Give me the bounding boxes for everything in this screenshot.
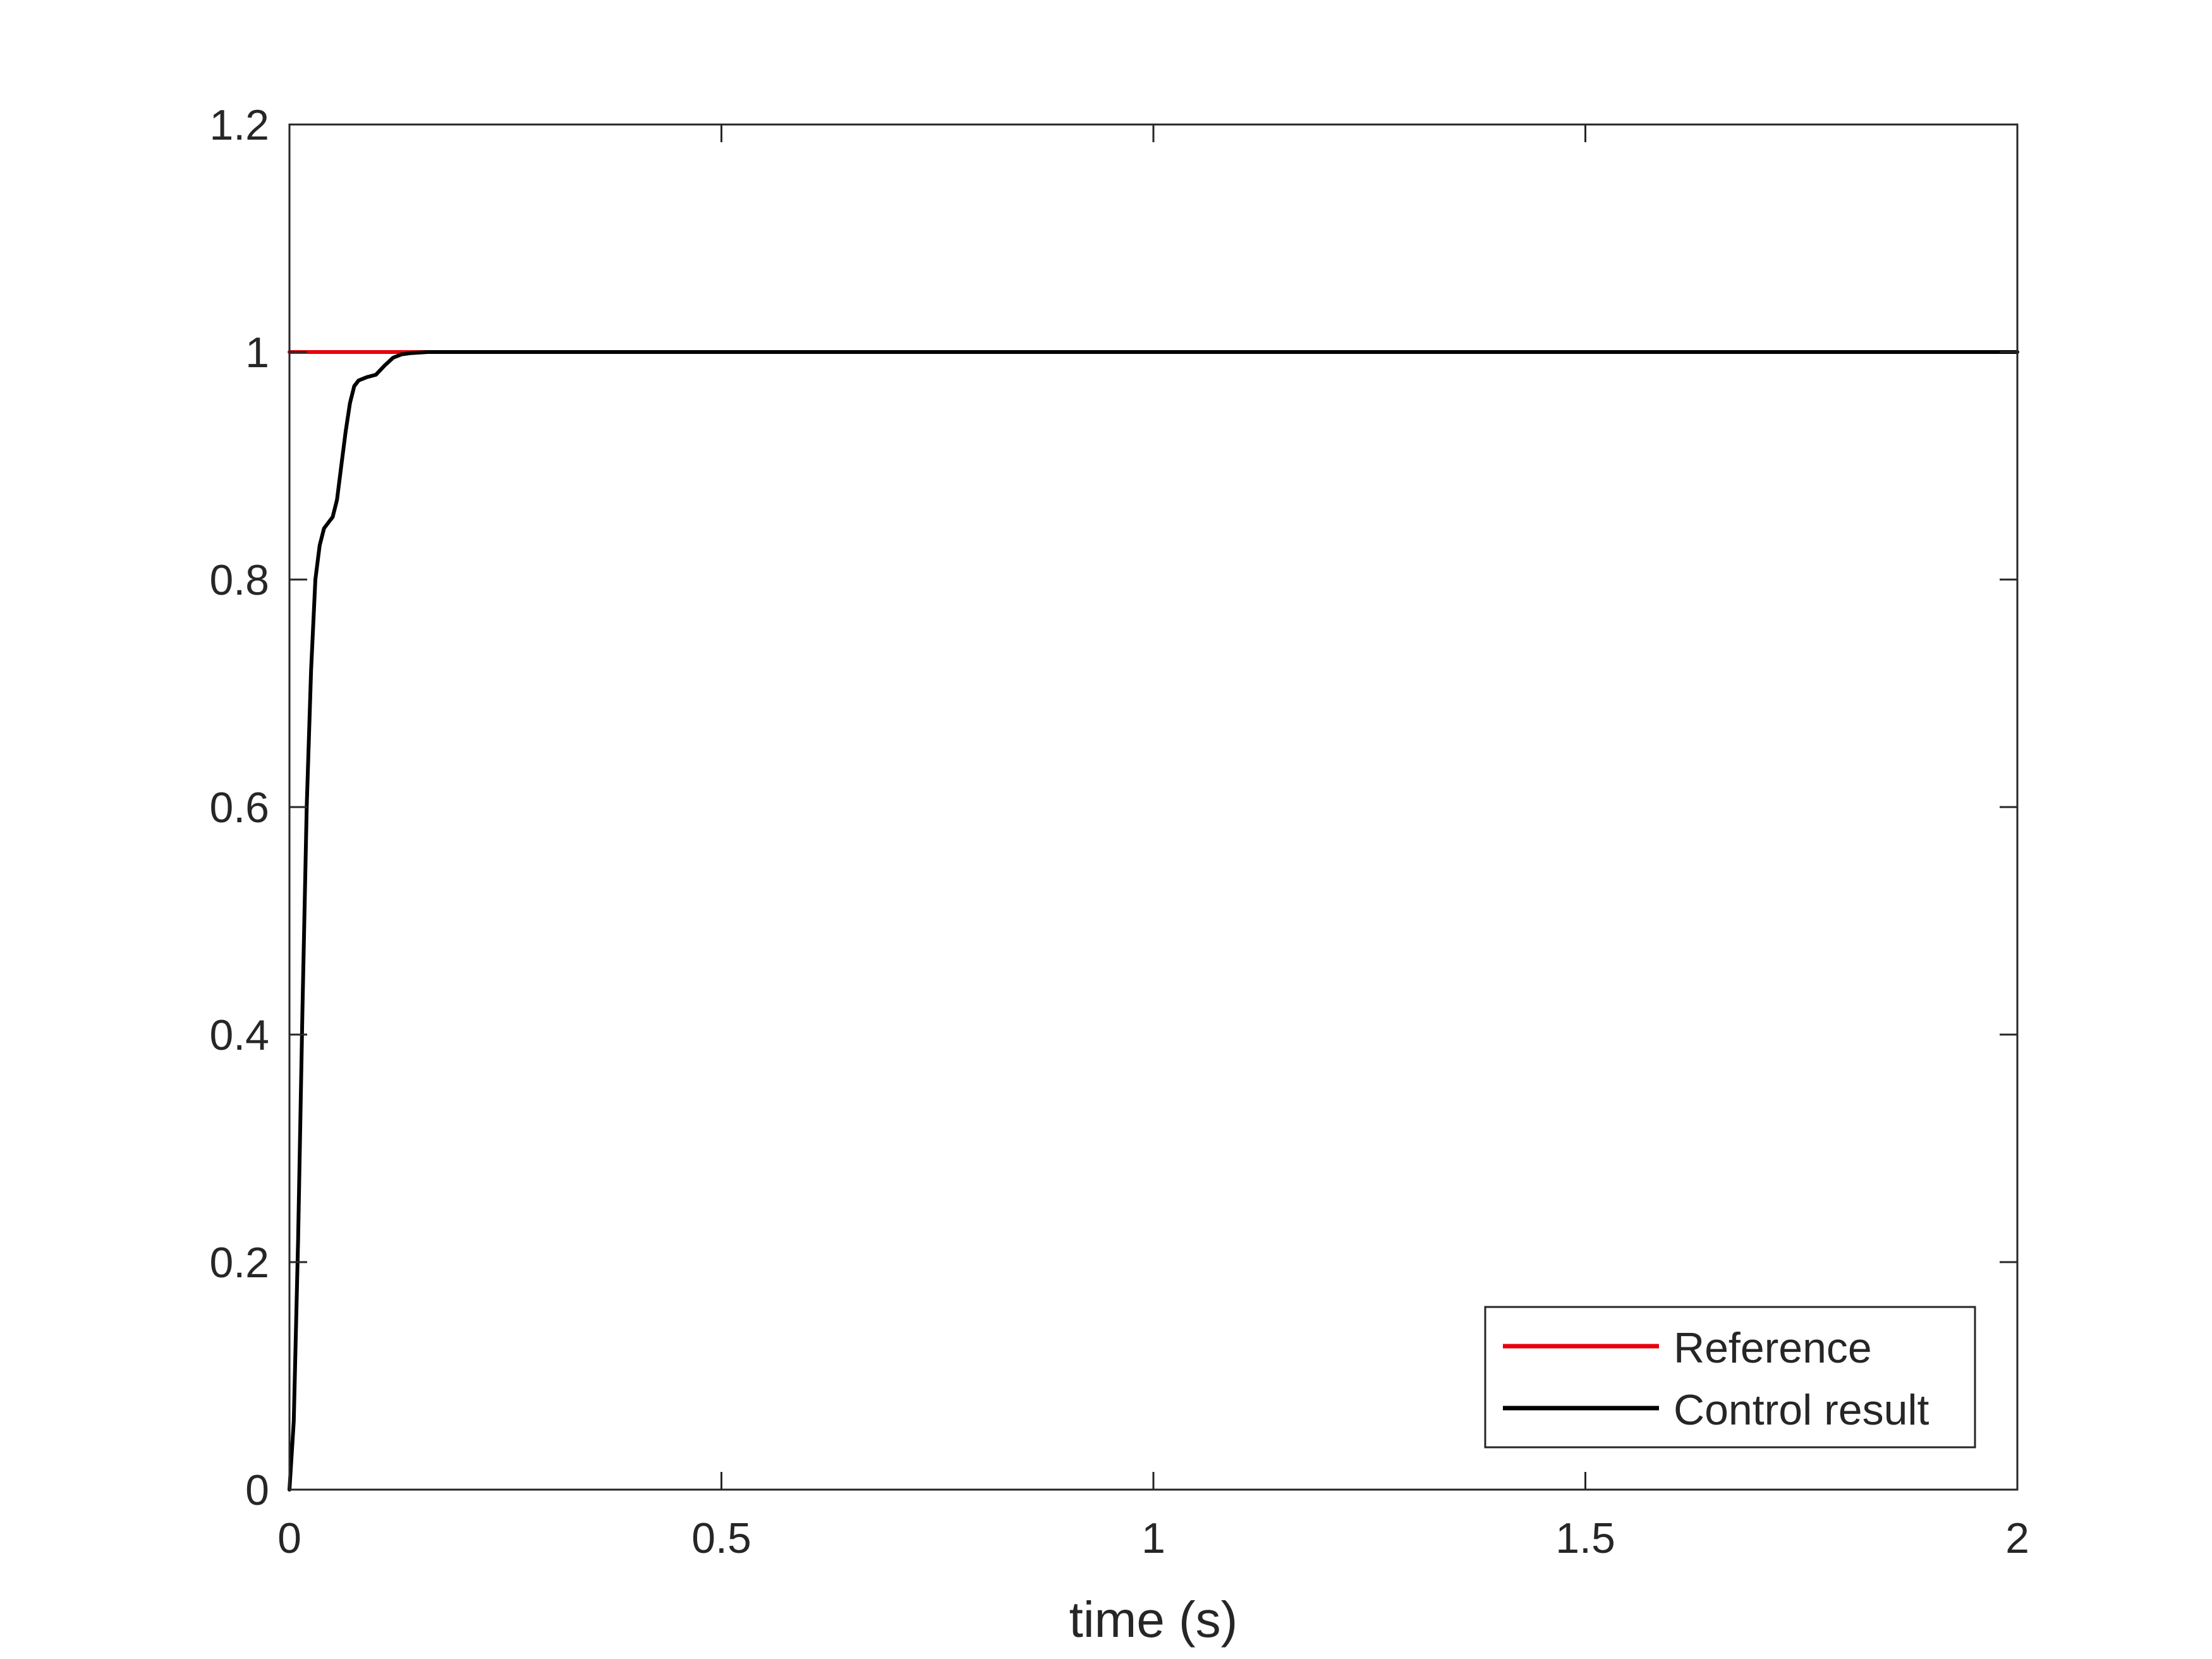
legend-box (1484, 1306, 1976, 1449)
y-tick-label: 0.8 (209, 556, 269, 604)
legend: Reference Control result (1484, 1306, 1976, 1449)
x-axis-label: time (s) (1069, 1591, 1238, 1648)
y-tick-label: 0 (245, 1466, 269, 1514)
x-tick-label: 0 (277, 1514, 301, 1562)
y-tick-label: 1 (245, 329, 269, 377)
legend-label-control-result: Control result (1674, 1386, 1929, 1434)
plot-series (288, 350, 2019, 1492)
y-tick-label: 0.4 (209, 1011, 269, 1059)
series-line-control-result (288, 350, 2019, 1492)
x-tick-label: 2 (2005, 1514, 2029, 1562)
x-tick-label: 1 (1141, 1514, 1165, 1562)
x-tick-label: 0.5 (691, 1514, 751, 1562)
x-tick-label: 1.5 (1555, 1514, 1615, 1562)
axes-box (288, 123, 2019, 1491)
plot-area (289, 125, 2017, 1490)
y-tick-label: 1.2 (209, 101, 269, 149)
y-tick-label: 0.2 (209, 1239, 269, 1287)
y-axis-ticks: 0 0.2 0.4 0.6 0.8 1 1.2 (209, 101, 2017, 1514)
y-tick-label: 0.6 (209, 784, 269, 832)
legend-label-reference: Reference (1674, 1324, 1872, 1372)
